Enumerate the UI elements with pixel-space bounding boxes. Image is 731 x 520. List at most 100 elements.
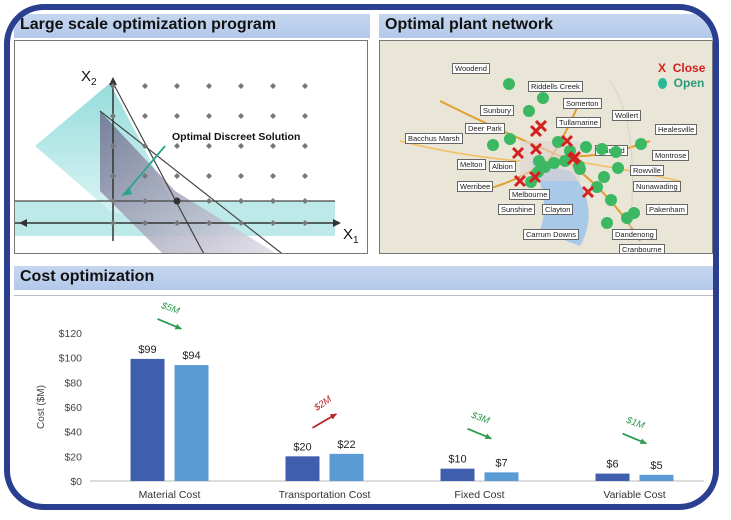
town-label: Nunawading (633, 181, 681, 192)
lattice-point (302, 113, 308, 119)
town-label: Tullamarine (556, 117, 601, 128)
delta-annotation: $5M (159, 300, 181, 317)
lattice-point (302, 143, 308, 149)
lattice-point (110, 198, 116, 204)
closed-plant-marker (581, 185, 595, 199)
closed-plant-marker (513, 174, 527, 188)
lattice-point (142, 220, 148, 226)
town-label: Melbourne (509, 189, 551, 200)
town-label: Dandenong (612, 229, 657, 240)
lattice-point (142, 198, 148, 204)
data-label: $6 (606, 459, 618, 471)
open-plant-marker (539, 161, 551, 173)
open-plant-marker (628, 207, 640, 219)
y-tick-label: $0 (70, 476, 82, 488)
data-label: $5 (650, 460, 662, 472)
bar (329, 453, 364, 481)
lattice-point (110, 143, 116, 149)
slide-frame: Large scale optimization program Optimal… (4, 4, 719, 510)
lattice-point (110, 83, 116, 89)
lattice-point (238, 220, 244, 226)
open-marker-icon (658, 78, 667, 90)
delta-arrow-head (329, 413, 337, 420)
delta-annotation: $2M (312, 394, 334, 414)
lattice-point (270, 113, 276, 119)
data-label: $22 (337, 439, 355, 451)
legend-closed-label: Close (672, 61, 706, 75)
x-axis-label: X1 (343, 226, 359, 246)
lattice-point (206, 143, 212, 149)
lattice-point (142, 83, 148, 89)
constraint-line-1 (99, 110, 283, 253)
optimal-solution-point (173, 197, 181, 205)
lattice-point (206, 198, 212, 204)
legend-closed-symbol: X (658, 61, 667, 75)
lattice-point (238, 143, 244, 149)
lattice-point (302, 220, 308, 226)
closed-plant-marker (528, 170, 542, 184)
lp-annotation: Optimal Discreet Solution (172, 131, 300, 143)
y-axis-title: Cost ($M) (36, 385, 47, 429)
town-label: Deer Park (465, 123, 505, 134)
closed-plant-marker (568, 150, 582, 164)
annotation-arrow-head (121, 187, 132, 196)
category-label: Fixed Cost (454, 489, 504, 501)
lp-title: Large scale optimization program (20, 16, 277, 33)
lattice-point (238, 113, 244, 119)
closed-plant-marker (560, 134, 574, 148)
open-plant-marker (610, 146, 622, 158)
town-label: Albion (489, 161, 516, 172)
lattice-point (270, 198, 276, 204)
lattice-point (270, 173, 276, 179)
closed-plant-marker (511, 146, 525, 160)
y-tick-label: $100 (59, 353, 83, 365)
town-label: Montrose (652, 150, 690, 161)
data-label: $20 (293, 441, 311, 453)
open-plant-marker (635, 138, 647, 150)
town-label: Woodend (452, 63, 490, 74)
town-label: Riddells Creek (528, 81, 583, 92)
open-plant-marker (552, 136, 564, 148)
open-plant-marker (605, 194, 617, 206)
lattice-point (270, 220, 276, 226)
lattice-point (270, 143, 276, 149)
y-tick-label: $40 (64, 427, 82, 439)
lattice-point (270, 83, 276, 89)
map-panel: Woodend Riddells Creek Somerton Sunbury Tull… (379, 40, 713, 254)
town-label: Wollert (612, 110, 642, 121)
open-plant-marker (596, 143, 608, 155)
bar (174, 365, 209, 481)
town-label: Cranbourne (619, 244, 665, 253)
y-tick-label: $20 (64, 451, 82, 463)
town-label: Healesville (655, 124, 698, 135)
lattice-point (238, 83, 244, 89)
town-label: Bacchus Marsh (405, 133, 463, 144)
lattice-point (142, 173, 148, 179)
bar (440, 468, 475, 481)
cost-header: Cost optimization (14, 266, 713, 290)
closed-plant-marker (534, 119, 548, 133)
y-axis-arrow (109, 77, 117, 85)
cost-title: Cost optimization (20, 268, 155, 285)
constraint-line-2 (111, 80, 205, 253)
lp-graph: Optimal Discreet Solution X2 X1 (15, 68, 359, 253)
lp-header: Large scale optimization program (14, 14, 370, 38)
lattice-point (174, 83, 180, 89)
lattice-point (238, 198, 244, 204)
lattice-point (206, 173, 212, 179)
category-label: Material Cost (139, 489, 201, 501)
open-plant-marker (523, 105, 535, 117)
port-phillip-bay (530, 161, 589, 246)
lattice-point (110, 173, 116, 179)
legend-open-label: Open (673, 76, 705, 90)
lattice-point (206, 83, 212, 89)
town-label: Sunbury (480, 105, 514, 116)
lattice-point (142, 113, 148, 119)
data-label: $10 (448, 454, 466, 466)
lattice-point (110, 113, 116, 119)
lattice-point (142, 143, 148, 149)
open-plant-marker (612, 162, 624, 174)
data-label: $7 (495, 457, 507, 469)
lattice-point (174, 220, 180, 226)
town-label: Somerton (563, 98, 602, 109)
